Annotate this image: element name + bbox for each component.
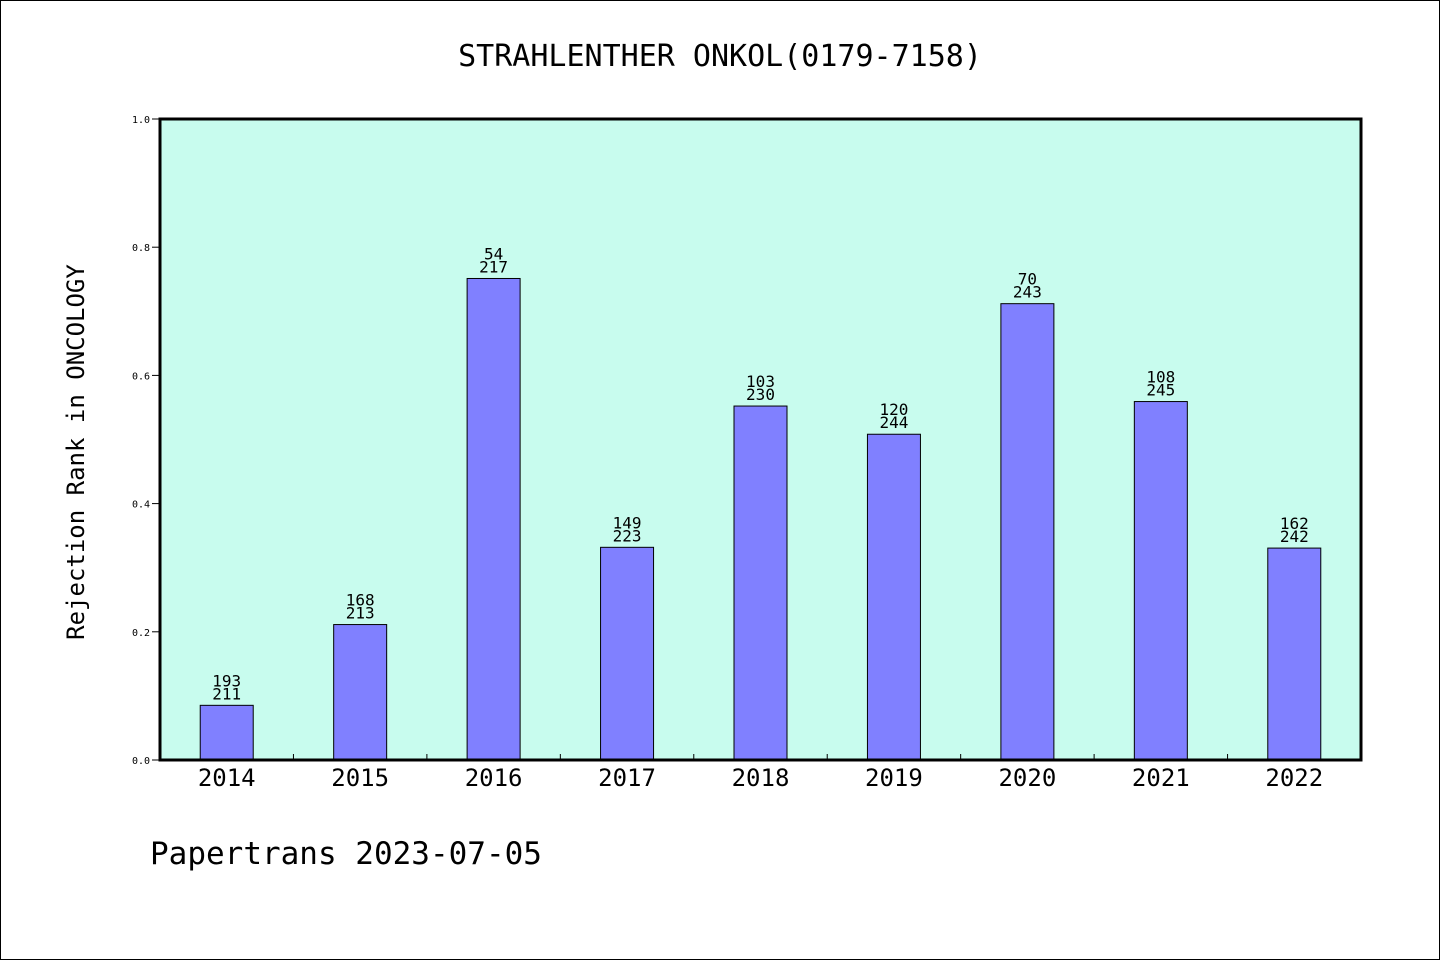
bar-label-bottom: 244 (879, 413, 908, 432)
y-tick-label: 0.4 (132, 500, 150, 511)
x-tick-label: 2021 (1132, 764, 1190, 792)
y-tick-label: 0.6 (132, 371, 150, 382)
bar-label-bottom: 245 (1146, 381, 1175, 400)
bar-label-bottom: 211 (212, 684, 241, 703)
bar-label-bottom: 213 (346, 604, 375, 623)
bar-label-top: 103 (746, 372, 775, 391)
bar-2016 (466, 277, 521, 761)
bar-label-top: 108 (1146, 368, 1175, 387)
y-tick-label: 0.2 (132, 628, 150, 639)
x-tick-label: 2019 (865, 764, 923, 792)
x-tick-label: 2017 (598, 764, 656, 792)
bar-2022 (1267, 547, 1322, 761)
bar-label-bottom: 223 (613, 526, 642, 545)
x-tick-label: 2015 (331, 764, 389, 792)
y-tick-label: 0.0 (132, 756, 150, 767)
x-tick-label: 2022 (1265, 764, 1323, 792)
bar-label-bottom: 243 (1013, 283, 1042, 302)
bar-2014 (199, 704, 254, 761)
y-axis: 0.0 0.2 0.4 0.6 0.8 1.0 (132, 115, 160, 767)
bar-label-top: 168 (346, 591, 375, 610)
bar-label-top: 120 (879, 400, 908, 419)
x-axis: 2014 2015 2016 2017 2018 2019 2020 2021 2022 (198, 754, 1323, 792)
bar-2021 (1133, 401, 1188, 761)
x-tick-label: 2014 (198, 764, 256, 792)
bar-label-top: 193 (212, 671, 241, 690)
plot-border (158, 117, 1363, 762)
bars (199, 277, 1322, 761)
y-axis-label: Rejection Rank in ONCOLOGY (62, 264, 90, 640)
bar-2018 (733, 405, 788, 761)
chart-title: STRAHLENTHER ONKOL(0179-7158) (458, 39, 982, 74)
bar-2020 (1000, 303, 1055, 761)
bar-label-bottom: 242 (1280, 527, 1309, 546)
bar-label-top: 54 (484, 244, 503, 263)
bar-label-bottom: 217 (479, 257, 508, 276)
bar-label-bottom: 230 (746, 385, 775, 404)
footer-text: Papertrans 2023-07-05 (150, 836, 542, 872)
y-tick-label: 1.0 (132, 115, 150, 126)
bar-2015 (333, 624, 388, 761)
x-tick-label: 2018 (732, 764, 790, 792)
bar-2017 (600, 546, 655, 761)
x-tick-label: 2020 (998, 764, 1056, 792)
y-tick-label: 0.8 (132, 243, 150, 254)
bar-label-top: 162 (1280, 514, 1309, 533)
x-tick-label: 2016 (465, 764, 523, 792)
bar-label-top: 149 (613, 513, 642, 532)
bar-label-top: 70 (1018, 270, 1037, 289)
bar-2019 (866, 433, 921, 761)
